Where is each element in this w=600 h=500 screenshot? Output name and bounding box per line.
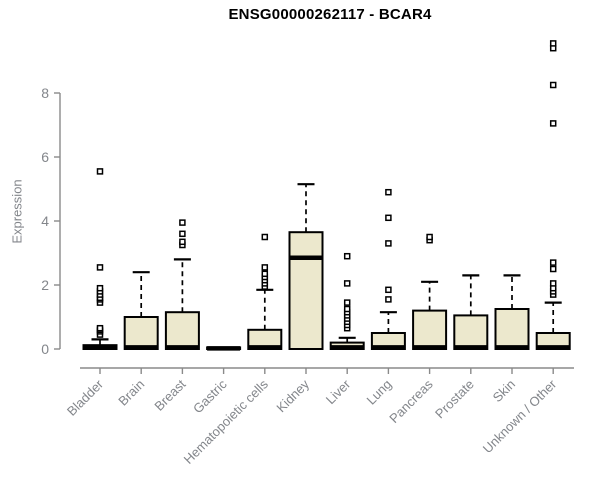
- outlier-point-lung: [385, 296, 392, 303]
- x-axis-category-label: Skin: [490, 377, 518, 405]
- outlier-point-hematopoietic-cells: [261, 270, 269, 278]
- x-axis-category-label: Lung: [363, 377, 394, 408]
- x-axis-category-label: Breast: [151, 376, 188, 413]
- x-axis-category-label: Prostate: [432, 377, 477, 422]
- x-axis-category-label: Pancreas: [386, 376, 436, 426]
- outlier-point-breast: [179, 219, 186, 226]
- y-axis-tick-label: 0: [41, 341, 49, 357]
- outlier-point-unknown-other: [549, 280, 557, 287]
- outlier-point-bladder: [96, 168, 104, 175]
- y-axis-tick-label: 4: [41, 213, 49, 229]
- y-axis-tick-label: 6: [41, 149, 49, 165]
- outlier-point-breast: [179, 238, 186, 246]
- x-axis-category-label: Liver: [323, 376, 354, 407]
- outlier-point-bladder: [96, 284, 104, 292]
- x-axis-category-label: Bladder: [64, 376, 107, 419]
- box-kidney: [288, 231, 324, 350]
- outlier-point-liver: [343, 305, 351, 313]
- outlier-point-bladder: [96, 264, 104, 271]
- x-axis-category-label: Gastric: [190, 376, 230, 416]
- box-skin: [494, 308, 530, 350]
- box-breast: [164, 311, 200, 351]
- y-axis-tick-label: 8: [41, 85, 49, 101]
- x-axis-category-label: Brain: [115, 377, 147, 409]
- outlier-point-unknown-other: [549, 40, 557, 47]
- outlier-point-liver: [343, 299, 351, 306]
- x-axis-category-label: Unknown / Other: [480, 376, 560, 456]
- outlier-point-lung: [385, 286, 392, 294]
- outlier-point-hematopoietic-cells: [261, 264, 269, 271]
- outlier-point-liver: [343, 280, 351, 287]
- outlier-point-lung: [385, 188, 392, 196]
- box-prostate: [453, 314, 489, 350]
- outlier-point-unknown-other: [549, 259, 557, 266]
- outlier-point-bladder: [96, 324, 104, 332]
- box-brain: [123, 316, 159, 350]
- y-axis-tick-label: 2: [41, 277, 49, 293]
- outlier-point-pancreas: [426, 233, 433, 241]
- box-pancreas: [412, 309, 448, 351]
- x-axis-category-label: Kidney: [273, 376, 312, 415]
- outlier-point-lung: [385, 214, 392, 222]
- outlier-point-unknown-other: [549, 81, 557, 89]
- outlier-point-unknown-other: [549, 120, 557, 127]
- chart-title: ENSG00000262117 - BCAR4: [228, 6, 432, 23]
- outlier-point-unknown-other: [549, 265, 557, 273]
- outlier-point-liver: [343, 252, 351, 260]
- outlier-point-lung: [385, 240, 392, 247]
- outlier-point-breast: [179, 230, 186, 238]
- outlier-point-hematopoietic-cells: [261, 233, 269, 241]
